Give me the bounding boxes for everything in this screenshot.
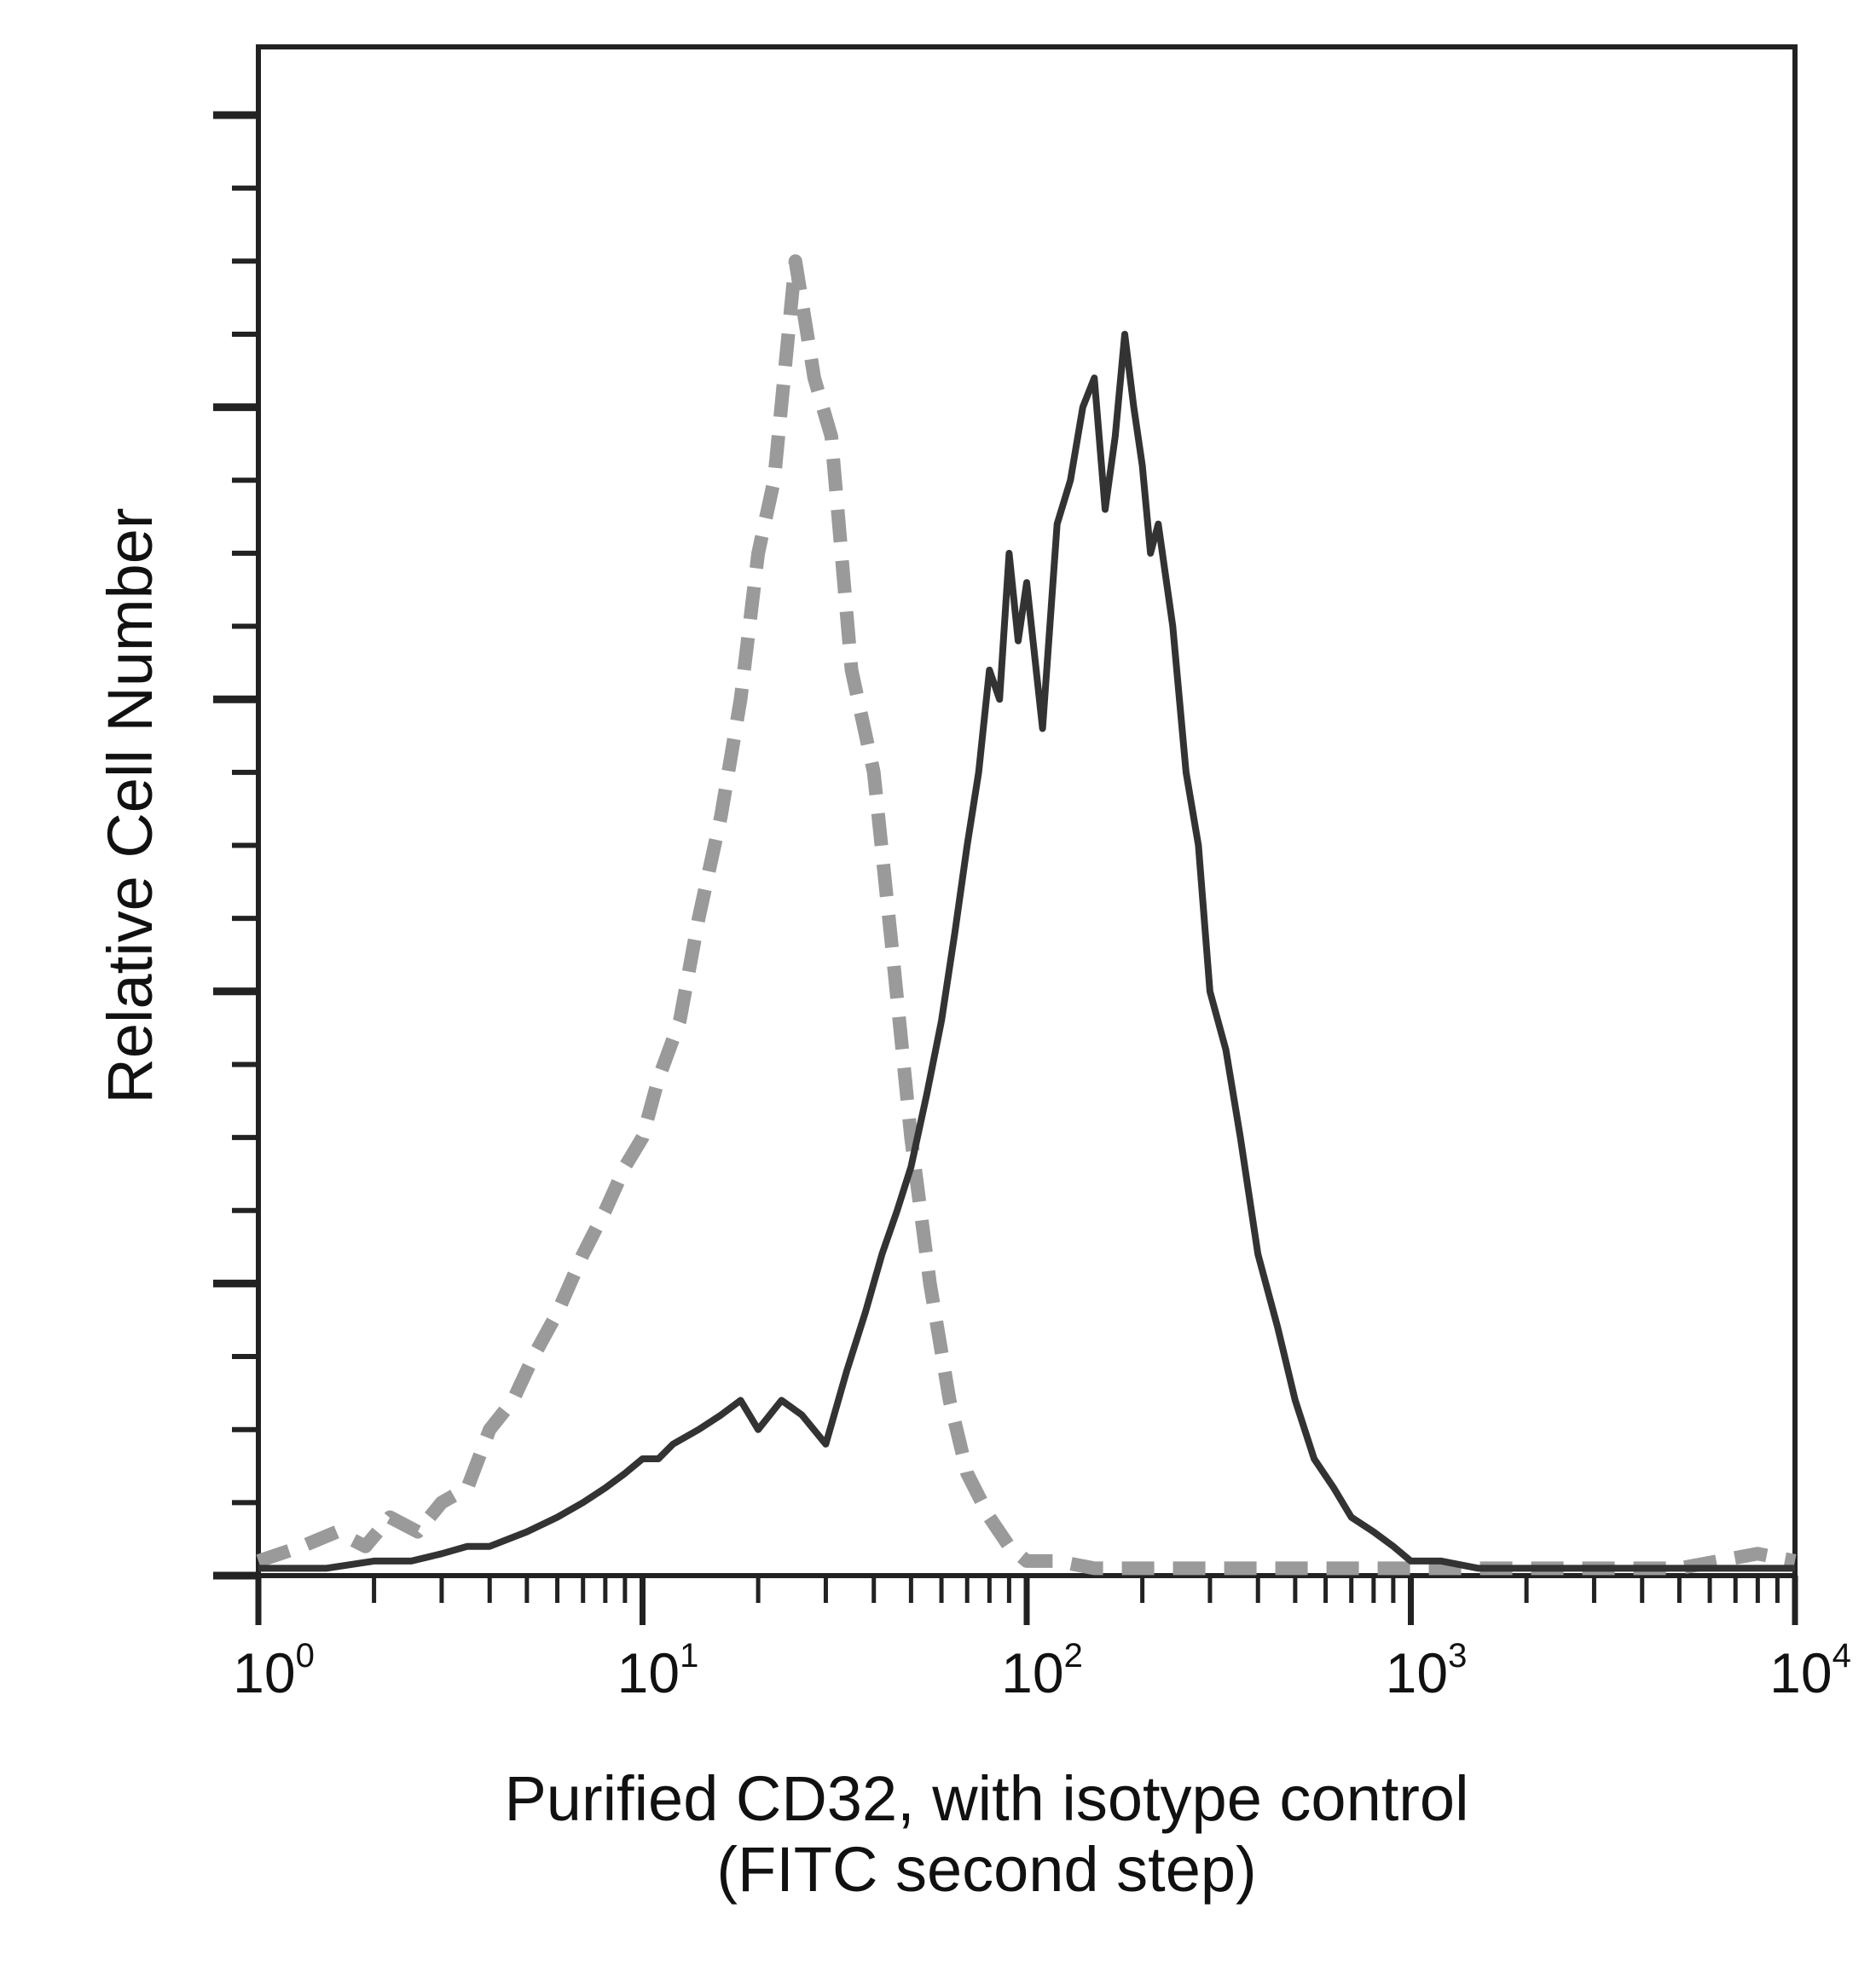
x-tick-label: 103 (1386, 1637, 1468, 1704)
plot-frame (258, 47, 1795, 1576)
x-axis-tick-labels: 100 101 102 103 104 (233, 1637, 1851, 1704)
isotype-control-series (258, 261, 1795, 1568)
x-axis-ticks (258, 1576, 1795, 1625)
y-axis-title: Relative Cell Number (95, 507, 165, 1103)
series-layer (258, 261, 1795, 1568)
x-tick-label: 102 (1001, 1637, 1083, 1704)
x-tick-label: 100 (233, 1637, 315, 1704)
x-tick-label: 104 (1769, 1637, 1851, 1704)
y-axis-ticks (213, 115, 258, 1576)
x-tick-label: 101 (617, 1637, 699, 1704)
cd32-series (258, 334, 1795, 1568)
x-axis-title-line-1: Purified CD32, with isotype control (504, 1763, 1468, 1834)
x-axis-title-line-2: (FITC second step) (716, 1834, 1256, 1905)
